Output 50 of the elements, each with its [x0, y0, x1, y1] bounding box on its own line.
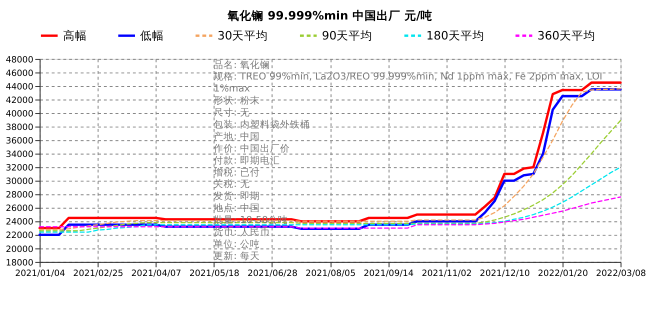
y-tick-label: 38000 [6, 122, 34, 133]
legend-label: 360天平均 [537, 28, 596, 43]
chart-title: 氧化镧 99.999%min 中国出厂 元/吨 [226, 8, 433, 22]
annotation: 发货: 即期 [214, 190, 260, 202]
x-tick-label: 2021/09/14 [364, 268, 414, 279]
y-tick-label: 22000 [6, 231, 34, 242]
annotation: 批量: 10-50公吨 [214, 214, 288, 226]
y-tick-label: 30000 [6, 177, 34, 188]
annotation: 1%max [214, 84, 250, 95]
y-tick-label: 42000 [6, 96, 34, 106]
annotation: 更新: 每天 [214, 250, 260, 262]
annotation: 付款: 即期电汇 [214, 154, 280, 166]
annotation: 产地: 中国 [214, 130, 260, 142]
x-tick-label: 2021/06/28 [247, 268, 298, 279]
legend-label: 低幅 [140, 28, 164, 43]
annotation: 地点: 中国 [212, 202, 260, 214]
y-tick-label: 24000 [6, 218, 34, 228]
annotation: 单位: 公吨 [214, 238, 260, 250]
y-tick-label: 26000 [6, 204, 34, 214]
annotation: 尺寸: 无 [214, 106, 250, 119]
legend-label: 30天平均 [217, 28, 268, 43]
annotation: 形状: 粉末 [214, 94, 260, 107]
y-tick-label: 46000 [6, 68, 34, 79]
x-tick-label: 2022/03/08 [596, 268, 646, 279]
x-tick-label: 2021/02/25 [73, 268, 124, 279]
legend-label: 90天平均 [322, 28, 373, 43]
x-tick-label: 2021/08/05 [306, 268, 356, 279]
y-tick-label: 20000 [6, 244, 34, 255]
annotation: 关税: 无 [214, 178, 250, 190]
legend-label: 180天平均 [426, 28, 484, 43]
x-tick-label: 2021/01/04 [15, 268, 66, 279]
x-tick-label: 2021/11/02 [422, 268, 472, 279]
legend-label: 高幅 [62, 28, 87, 43]
x-tick-label: 2021/12/10 [480, 268, 530, 279]
y-tick-label: 32000 [6, 164, 34, 174]
annotation: 包装: 内塑料袋外铁桶 [214, 118, 310, 130]
y-tick-label: 18000 [6, 258, 34, 268]
y-tick-label: 36000 [6, 136, 34, 146]
y-tick-label: 34000 [6, 150, 34, 160]
x-tick-label: 2022/01/20 [538, 268, 588, 279]
annotation: 作价: 中国出厂价 [212, 142, 290, 154]
y-tick-label: 40000 [6, 109, 34, 120]
y-tick-label: 48000 [6, 55, 34, 66]
annotation: 规格: TREO 99%min, La2O3/REO 99.999%min, Nd 1ppm max, Fe 2ppm max, LOI [214, 70, 602, 83]
x-tick-label: 2021/04/07 [131, 268, 182, 279]
annotation: 增税: 已付 [212, 166, 260, 178]
y-tick-label: 44000 [6, 82, 34, 92]
annotation: 品名: 氧化镧 [214, 58, 270, 71]
x-tick-label: 2021/05/18 [189, 268, 240, 279]
y-tick-label: 28000 [6, 190, 34, 201]
